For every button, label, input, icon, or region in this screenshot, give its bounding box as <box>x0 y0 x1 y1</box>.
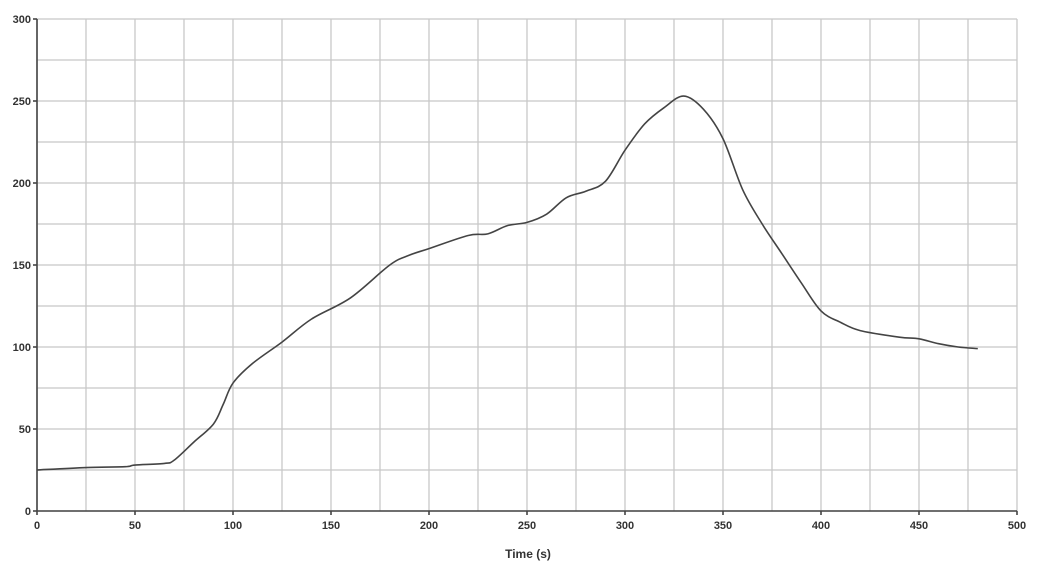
axes <box>33 18 1018 515</box>
grid <box>36 18 1018 512</box>
y-tick-label: 200 <box>13 178 31 190</box>
x-tick-label: 400 <box>812 520 830 532</box>
x-tick-label: 50 <box>129 520 141 532</box>
x-tick-label: 0 <box>34 520 40 532</box>
x-tick-label: 200 <box>420 520 438 532</box>
series-line <box>36 95 978 471</box>
x-tick-label: 150 <box>322 520 340 532</box>
y-tick-label: 300 <box>13 14 31 26</box>
y-tick-label: 150 <box>13 260 31 272</box>
x-tick-label: 300 <box>616 520 634 532</box>
y-tick-label: 0 <box>25 506 31 518</box>
y-tick-label: 250 <box>13 96 31 108</box>
x-tick-label: 350 <box>714 520 732 532</box>
x-tick-label: 500 <box>1008 520 1026 532</box>
y-tick-label: 50 <box>19 424 31 436</box>
y-tick-label: 100 <box>13 342 31 354</box>
tick-labels: 0 50 100 150 200 250 300 350 400 450 500 0 50 100 150 2… <box>13 14 1027 532</box>
x-tick-label: 450 <box>910 520 928 532</box>
x-tick-label: 250 <box>518 520 536 532</box>
x-axis-label: Time (s) <box>505 547 551 561</box>
x-tick-label: 100 <box>224 520 242 532</box>
